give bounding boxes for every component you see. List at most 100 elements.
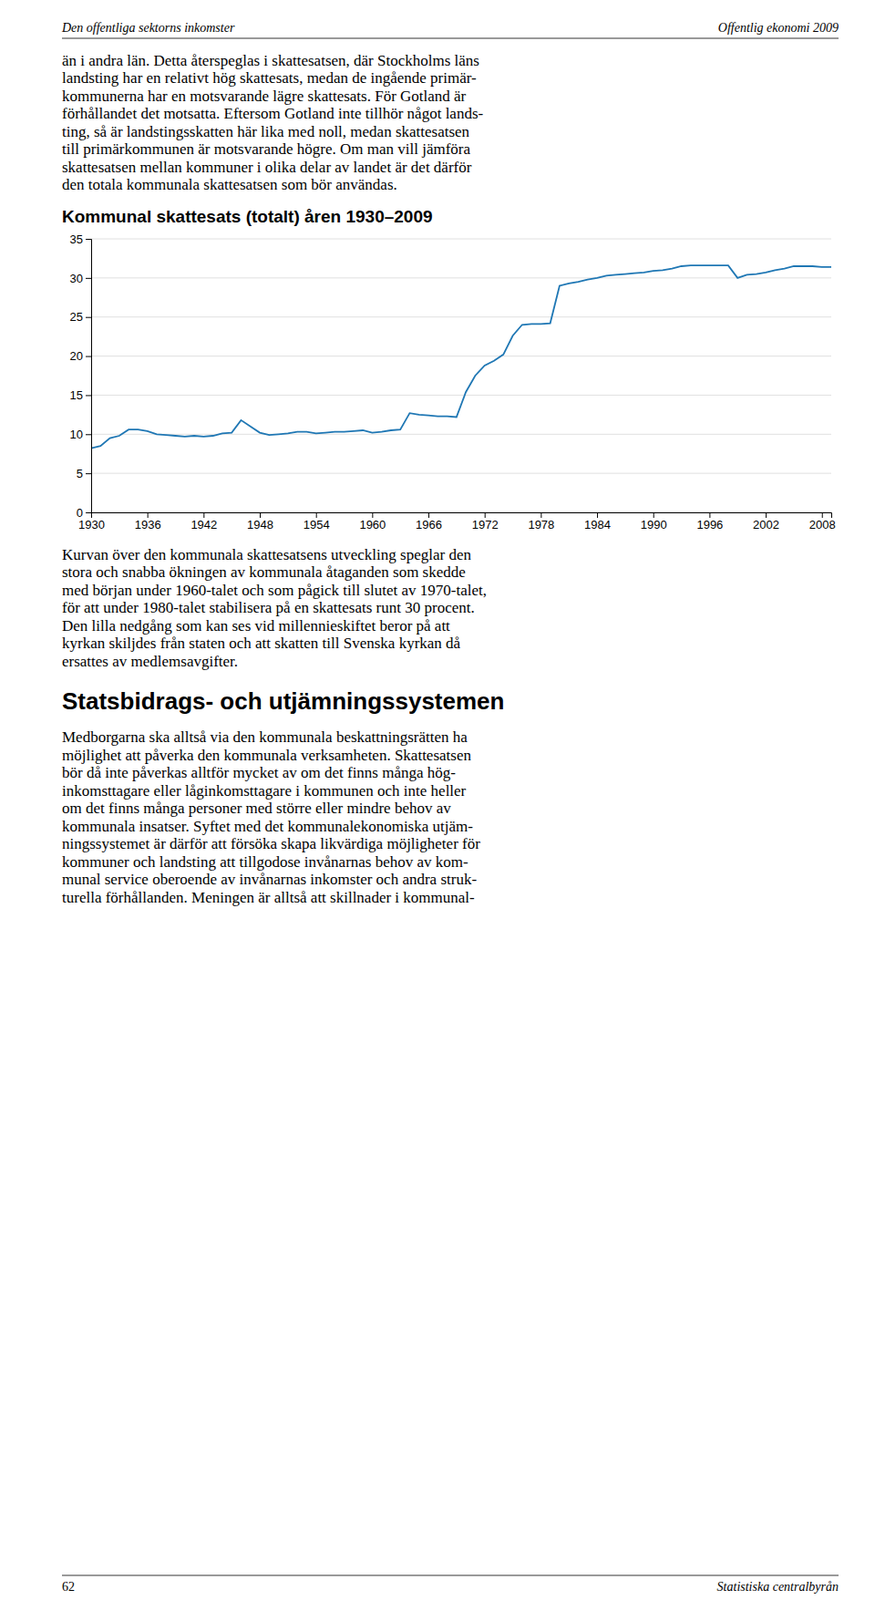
- tick-mark: [709, 512, 711, 518]
- tick-mark: [85, 277, 92, 279]
- grid: [91, 238, 832, 513]
- paragraph-line: till primärkommunen är motsvarande högre…: [61, 140, 471, 158]
- header-rule: [61, 38, 839, 40]
- header-right: Offentlig ekonomi 2009: [718, 20, 839, 35]
- tick-mark: [484, 512, 486, 518]
- paragraph-line: ersattes av medlemsavgifter.: [61, 652, 238, 670]
- tick-mark: [259, 512, 261, 518]
- paragraph-line: om det finns många personer med större e…: [61, 799, 452, 817]
- tick-mark: [85, 473, 92, 474]
- paragraph-line: den totala kommunala skattesatsen som bö…: [61, 175, 398, 194]
- tick-label: 1972: [472, 517, 499, 532]
- tick: 1942: [190, 512, 217, 532]
- tick-label: 5: [76, 466, 83, 481]
- grid-line: [91, 433, 832, 435]
- tick-mark: [540, 512, 542, 518]
- paragraph-line: Kurvan över den kommunala skattesatsens …: [61, 545, 472, 564]
- tick-label: 1954: [303, 517, 330, 532]
- line: [91, 265, 832, 449]
- tick-label: 1948: [247, 517, 274, 532]
- paragraph-line: ningssystemet är därför att försöka skap…: [61, 834, 481, 853]
- tick-label: 1930: [78, 517, 105, 532]
- paragraph-line: kyrkan skiljdes från staten och att skat…: [61, 634, 462, 652]
- tick-label: 15: [70, 388, 83, 402]
- tick-mark: [85, 317, 92, 319]
- tick: 2002: [752, 512, 780, 532]
- tick-mark: [653, 512, 655, 518]
- tick: 25: [70, 309, 92, 324]
- footer-right: Statistiska centralbyrån: [717, 1579, 839, 1594]
- tick-mark: [85, 394, 92, 396]
- tick: 10: [70, 427, 92, 442]
- grid-line: [91, 316, 832, 318]
- plot-area: [91, 265, 832, 449]
- page: Den offentliga sektorns inkomster Offentl…: [0, 0, 875, 1600]
- paragraph-line: bör då inte påverkas alltför mycket av o…: [61, 763, 456, 782]
- tick-label: 1996: [696, 517, 723, 532]
- paragraph-line: Den lilla nedgång som kan ses vid millen…: [61, 617, 451, 635]
- paragraph-line: kommunala insatser. Syftet med det kommu…: [61, 817, 474, 835]
- tick-mark: [316, 512, 318, 518]
- tick: 1960: [359, 512, 386, 532]
- tick-label: 1966: [415, 517, 443, 532]
- tick-label: 20: [70, 349, 83, 363]
- tick-mark: [147, 512, 149, 518]
- section-title: Statsbidrags- och utjämningssystemen: [61, 687, 505, 715]
- tick-label: 1990: [640, 517, 668, 532]
- chart-title: Kommunal skattesats (totalt) åren 1930–2…: [61, 206, 433, 227]
- tick: 1972: [472, 512, 499, 532]
- grid-line: [91, 277, 832, 278]
- tick-label: 2008: [809, 517, 836, 532]
- paragraph-line: munal service oberoende av invånarnas in…: [61, 870, 477, 888]
- tick-mark: [85, 433, 92, 435]
- tick: 20: [70, 349, 92, 363]
- tick: 1996: [696, 512, 723, 532]
- paragraph-line: ting, så är landstingsskatten här lika m…: [61, 123, 471, 141]
- tick-mark: [597, 512, 598, 518]
- tick-mark: [371, 512, 373, 518]
- paragraph-line: möjlighet att påverka den kommunala verk…: [61, 746, 472, 764]
- tick-mark: [85, 238, 92, 240]
- paragraph-line: för att under 1980-talet stabilisera på …: [61, 598, 475, 617]
- paragraph-line: inkomsttagare eller låginkomsttagare i k…: [61, 782, 467, 800]
- tick-mark: [428, 512, 430, 518]
- paragraph-line: kommunerna har en motsvarande lägre skat…: [61, 87, 467, 105]
- tick: 1936: [134, 512, 162, 532]
- chart: 1930 1936 1942 1948 1954 1960 1966 1972 1978 1984…: [70, 232, 836, 533]
- tick-label: 1978: [527, 517, 555, 532]
- tick-label: 25: [70, 309, 83, 324]
- paragraph-line: landsting har en relativt hög skattesats…: [61, 69, 477, 87]
- tick: 1948: [247, 512, 274, 532]
- grid-line: [91, 238, 832, 240]
- tick-mark: [85, 356, 92, 358]
- tick: 1984: [584, 512, 611, 532]
- grid-line: [91, 355, 832, 357]
- tick: 5: [76, 466, 92, 481]
- paragraph-line: Medborgarna ska alltså via den kommunala…: [61, 728, 468, 746]
- y-axis: 05101520253035: [70, 232, 93, 520]
- tick-label: 1960: [359, 517, 386, 532]
- tick-mark: [85, 512, 92, 514]
- tick-label: 0: [76, 505, 83, 520]
- tick-label: 1942: [190, 517, 217, 532]
- tick-label: 1984: [584, 517, 611, 532]
- header-left: Den offentliga sektorns inkomster: [61, 20, 236, 35]
- tick: 1966: [415, 512, 443, 532]
- axis-domain: [85, 239, 93, 514]
- footer-rule: [61, 1575, 839, 1576]
- paragraph-line: med början under 1960-talet och som pågi…: [61, 581, 487, 599]
- axis-domain: [92, 513, 833, 519]
- tick: 1954: [303, 512, 330, 532]
- paragraph-line: än i andra län. Detta återspeglas i skat…: [61, 51, 480, 70]
- grid-line: [91, 394, 832, 396]
- tick-mark: [203, 512, 205, 518]
- tick: 1990: [640, 512, 668, 532]
- tick: 0: [76, 505, 92, 520]
- tick-label: 1936: [134, 517, 162, 532]
- paragraph-line: stora och snabba ökningen av kommunala å…: [61, 563, 466, 581]
- tick: 35: [70, 232, 92, 247]
- paragraph-line: turella förhållanden. Meningen är alltså…: [61, 888, 475, 906]
- paragraph-line: skattesatsen mellan kommuner i olika del…: [61, 158, 473, 176]
- tick-mark: [822, 512, 824, 518]
- tick-label: 10: [70, 427, 83, 442]
